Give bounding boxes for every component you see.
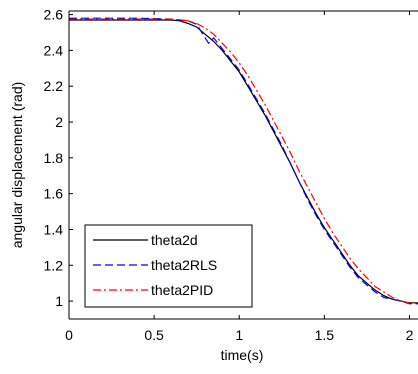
x-axis-label: time(s) [221,347,264,363]
y-tick-label: 1.2 [44,257,64,273]
x-tick-label: 1 [235,327,243,343]
y-tick-label: 2 [55,114,63,130]
x-tick-label: 0.5 [144,327,164,343]
x-tick-label: 0 [65,327,73,343]
y-tick-label: 2.2 [44,78,64,94]
y-tick-label: 2.6 [44,7,64,23]
legend-label-theta2RLS: theta2RLS [151,257,217,273]
x-tick-label: 2 [406,327,414,343]
y-tick-label: 2.4 [44,42,64,58]
legend-box [84,224,253,308]
y-tick-label: 1.6 [44,186,64,202]
x-tick-label: 1.5 [315,327,335,343]
series-layer [69,17,418,305]
legend-label-theta2PID: theta2PID [151,282,213,298]
y-axis-label: angular displacement (rad) [9,82,25,249]
y-tick-label: 1.8 [44,150,64,166]
y-tick-label: 1.4 [44,221,64,237]
series-line-theta2RLS [69,17,418,305]
series-line-theta2d [69,19,418,304]
legend: theta2d theta2RLS theta2PID [84,224,253,308]
legend-label-theta2d: theta2d [151,232,198,248]
ticks-layer: 0 0.5 1 1.5 2 1 1.2 1.4 1.6 1.8 2 2.2 2.4 2.6 [44,7,414,343]
y-tick-label: 1 [55,293,63,309]
